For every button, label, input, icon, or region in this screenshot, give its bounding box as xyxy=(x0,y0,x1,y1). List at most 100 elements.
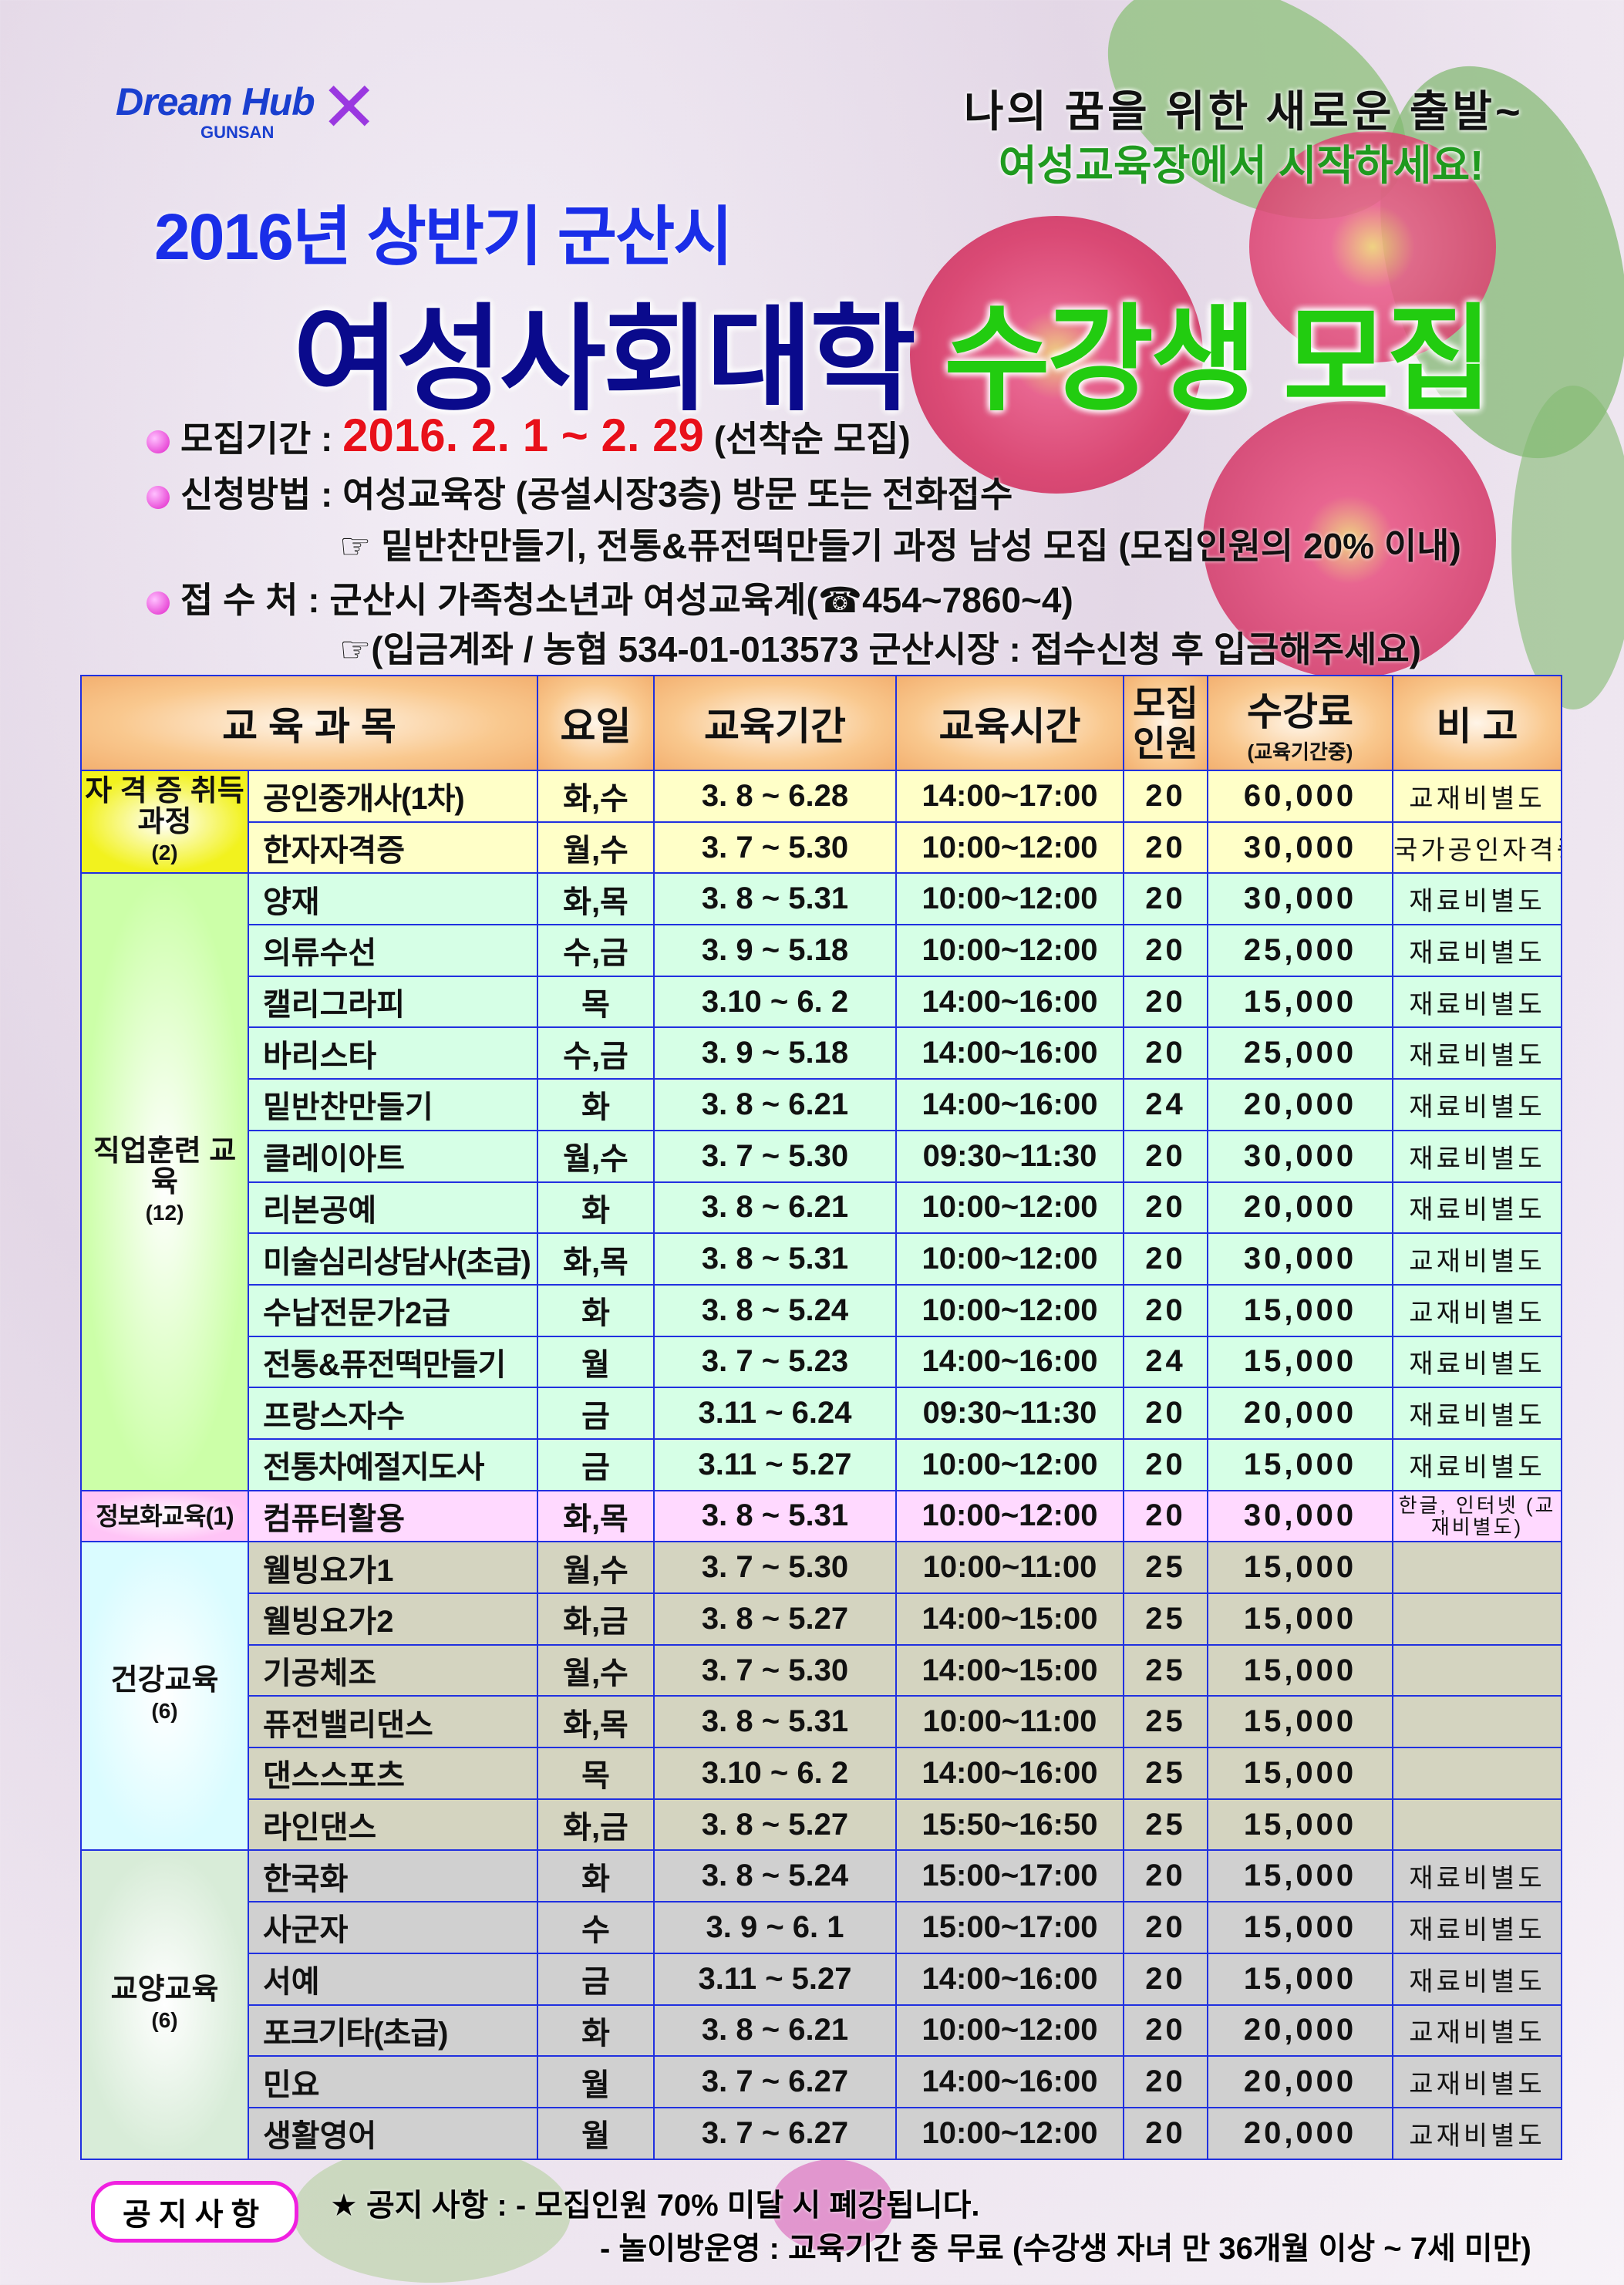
cell-time: 10:00~11:00 xyxy=(895,1695,1124,1749)
method-value: 여성교육장 (공설시장3층) 방문 또는 전화접수 xyxy=(342,474,1013,514)
cell-capacity: 24 xyxy=(1123,1078,1208,1131)
office-label: 접 수 처 : xyxy=(180,580,320,620)
cell-time: 14:00~16:00 xyxy=(895,975,1124,1029)
cell-fee: 20,000 xyxy=(1207,1387,1393,1440)
cell-fee: 20,000 xyxy=(1207,1181,1393,1235)
cell-capacity: 20 xyxy=(1123,1901,1208,1954)
cell-fee: 15,000 xyxy=(1207,1849,1393,1903)
cell-course: 생활영어 xyxy=(248,2106,538,2160)
cell-day: 월,수 xyxy=(537,1541,655,1594)
cell-day: 화 xyxy=(537,1283,655,1337)
cell-capacity: 20 xyxy=(1123,872,1208,926)
category-cell: 건강교육 (6) xyxy=(80,1541,249,1852)
table-row: 라인댄스 화,금 3. 8 ~ 5.27 15:50~16:50 25 15,000 xyxy=(81,1798,1562,1852)
cell-day: 화,목 xyxy=(537,872,655,926)
cell-capacity: 25 xyxy=(1123,1747,1208,1800)
cell-note xyxy=(1392,1747,1562,1800)
flower-decoration xyxy=(910,216,1203,494)
table-row: 한자자격증 월,수 3. 7 ~ 5.30 10:00~12:00 20 30,000 국가… xyxy=(81,821,1562,875)
cell-fee: 15,000 xyxy=(1207,1695,1393,1749)
notice-line2: - 놀이방운영 : 교육기간 중 무료 (수강생 자녀 만 36개월 이상 ~ … xyxy=(600,2232,1531,2266)
table-row: 전통&퓨전떡만들기 월 3. 7 ~ 5.23 14:00~16:00 24 15,000… xyxy=(81,1335,1562,1389)
leaf-decoration xyxy=(293,2144,571,2283)
category-label: 건강교육 xyxy=(110,1664,219,1697)
table-row: 포크기타(초급) 화 3. 8 ~ 6.21 10:00~12:00 20 20,000 교… xyxy=(81,2004,1562,2058)
cell-time: 10:00~12:00 xyxy=(895,1489,1124,1543)
cell-period: 3. 7 ~ 6.27 xyxy=(653,2106,897,2160)
cell-period: 3.10 ~ 6. 2 xyxy=(653,1747,897,1800)
cell-day: 수,금 xyxy=(537,924,655,977)
cell-fee: 25,000 xyxy=(1207,924,1393,977)
cell-course: 클레이아트 xyxy=(248,1129,538,1183)
cell-course: 미술심리상담사(초급) xyxy=(248,1232,538,1286)
cell-period: 3. 9 ~ 5.18 xyxy=(653,924,897,977)
cell-day: 화,목 xyxy=(537,1232,655,1286)
cell-course: 퓨전밸리댄스 xyxy=(248,1695,538,1749)
header-fee-label: 수강료 xyxy=(1247,690,1353,733)
cell-period: 3. 8 ~ 5.31 xyxy=(653,1489,897,1543)
cell-day: 화 xyxy=(537,1078,655,1131)
cell-period: 3. 8 ~ 6.21 xyxy=(653,2004,897,2058)
cell-time: 15:50~16:50 xyxy=(895,1798,1124,1852)
cell-period: 3. 8 ~ 5.27 xyxy=(653,1798,897,1852)
table-row: 건강교육 (6) 웰빙요가1 월,수 3. 7 ~ 5.30 10:00~11:00 25 1… xyxy=(80,1541,1562,1852)
cell-course: 댄스스포츠 xyxy=(248,1747,538,1800)
cell-course: 밑반찬만들기 xyxy=(248,1078,538,1131)
cell-capacity: 20 xyxy=(1123,924,1208,977)
cell-capacity: 20 xyxy=(1123,1437,1208,1491)
cell-course: 기공체조 xyxy=(248,1643,538,1697)
notice-badge: 공지사항 xyxy=(91,2181,299,2243)
cell-note: 국가공인자격증 xyxy=(1392,821,1562,875)
cell-course: 웰빙요가2 xyxy=(248,1592,538,1646)
period-label: 모집기간 : xyxy=(180,419,333,459)
cell-time: 14:00~16:00 xyxy=(895,1026,1124,1080)
table-row: 직업훈련 교 육 (12) 양재 화,목 3. 8 ~ 5.31 10:00~12:00 2… xyxy=(80,872,1562,1491)
cell-day: 목 xyxy=(537,1747,655,1800)
cell-day: 목 xyxy=(537,975,655,1029)
cell-note xyxy=(1392,1541,1562,1594)
cell-fee: 20,000 xyxy=(1207,2055,1393,2108)
cell-fee: 15,000 xyxy=(1207,1643,1393,1697)
cell-day: 화,목 xyxy=(537,1489,655,1543)
cell-day: 화 xyxy=(537,2004,655,2058)
cell-note: 재료비별도 xyxy=(1392,1952,1562,2006)
course-table: 교 육 과 목 요일 교육기간 교육시간 모집인원 수강료 (교육기간중) 비 고… xyxy=(80,675,1562,2160)
cell-fee: 30,000 xyxy=(1207,1489,1393,1543)
cell-period: 3.11 ~ 5.27 xyxy=(653,1437,897,1491)
cell-note: 재료비별도 xyxy=(1392,1387,1562,1440)
cell-note xyxy=(1392,1592,1562,1646)
cell-capacity: 25 xyxy=(1123,1592,1208,1646)
table-row: 퓨전밸리댄스 화,목 3. 8 ~ 5.31 10:00~11:00 25 15,000 xyxy=(81,1695,1562,1749)
header-fee-sub: (교육기간중) xyxy=(1247,740,1353,763)
cell-note: 재료비별도 xyxy=(1392,975,1562,1029)
cell-note: 한글, 인터넷 (교재비별도) xyxy=(1392,1489,1562,1543)
table-row: 기공체조 월,수 3. 7 ~ 5.30 14:00~15:00 25 15,000 xyxy=(81,1643,1562,1697)
slogan-line2: 여성교육장에서 시작하세요! xyxy=(999,143,1484,189)
cell-fee: 15,000 xyxy=(1207,1335,1393,1389)
cell-note: 교재비별도 xyxy=(1392,2106,1562,2160)
cell-course: 전통&퓨전떡만들기 xyxy=(248,1335,538,1389)
cell-note xyxy=(1392,1643,1562,1697)
cell-note: 재료비별도 xyxy=(1392,1335,1562,1389)
cell-capacity: 20 xyxy=(1123,1232,1208,1286)
page-title: 여성사회대학 수강생 모집 xyxy=(293,266,1493,433)
account-note: ☞(입금계좌 / 농협 534-01-013573 군산시장 : 접수신청 후 … xyxy=(339,629,1421,669)
flower-decoration xyxy=(1249,131,1496,362)
cell-course: 웰빙요가1 xyxy=(248,1541,538,1594)
cell-day: 월,수 xyxy=(537,1643,655,1697)
table-row: 웰빙요가2 화,금 3. 8 ~ 5.27 14:00~15:00 25 15,000 xyxy=(81,1592,1562,1646)
cell-day: 수 xyxy=(537,1901,655,1954)
cell-period: 3. 7 ~ 5.23 xyxy=(653,1335,897,1389)
cell-capacity: 20 xyxy=(1123,1026,1208,1080)
cell-period: 3. 7 ~ 5.30 xyxy=(653,1129,897,1183)
logo-x-mark: ✕ xyxy=(320,69,379,147)
cell-note: 재료비별도 xyxy=(1392,1437,1562,1491)
category-count: (12) xyxy=(145,1200,184,1225)
category-label: 자 격 증 취득과정 xyxy=(85,774,244,838)
cell-day: 금 xyxy=(537,1387,655,1440)
cell-time: 10:00~12:00 xyxy=(895,821,1124,875)
header-time: 교육시간 xyxy=(895,675,1124,771)
cell-time: 10:00~12:00 xyxy=(895,1283,1124,1337)
cell-day: 화,목 xyxy=(537,1695,655,1749)
table-row: 댄스스포츠 목 3.10 ~ 6. 2 14:00~16:00 25 15,000 xyxy=(81,1747,1562,1800)
